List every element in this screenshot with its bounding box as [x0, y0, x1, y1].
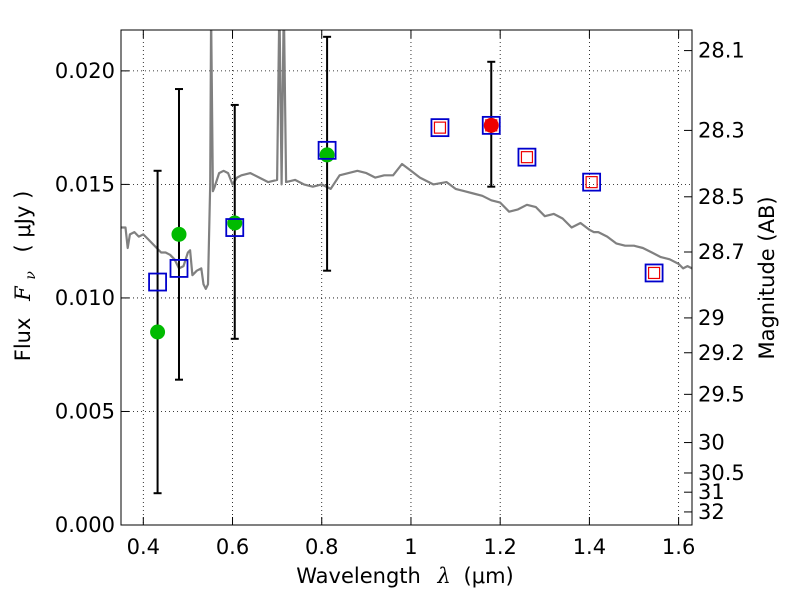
data-point-square-inner: [520, 151, 534, 164]
spectrum-and-points: [121, 30, 692, 495]
y-axis-label-text: Flux: [11, 318, 35, 362]
data-point-square-inner: [585, 176, 598, 189]
data-point-square: [148, 272, 167, 292]
x-tick-label: 0.8: [305, 535, 338, 559]
data-point-circle: [319, 147, 335, 163]
y-axis-label: Flux F ν ( μJy ): [11, 191, 40, 362]
y-tick-label: 0.020: [55, 59, 115, 83]
y-tick-label: 0.000: [55, 513, 115, 537]
y2-tick-label: 28.5: [698, 185, 745, 209]
data-point-square-inner: [647, 266, 661, 280]
y2-tick-label: 30: [698, 431, 725, 455]
y-tick-label: 0.010: [55, 286, 115, 310]
data-point-square: [481, 115, 501, 135]
y2-tick-label: 29.5: [698, 382, 745, 406]
x-axis-label: Wavelength λ (μm): [296, 564, 513, 588]
x-axis-label-text: Wavelength: [296, 564, 421, 588]
y2-tick-label: 29.2: [698, 341, 745, 365]
y2-tick-label: 29: [698, 306, 725, 330]
data-point-circle: [483, 117, 499, 133]
data-point-square: [317, 140, 337, 160]
grid-lines: [121, 30, 692, 526]
data-point-square: [582, 172, 602, 192]
y2-tick-label: 28.7: [698, 240, 745, 264]
x-tick-label: 1: [404, 535, 417, 559]
y2-tick-label: 28.1: [698, 39, 745, 63]
data-point-circle: [227, 215, 243, 231]
y-axis-label-subscript: ν: [23, 271, 39, 280]
y2-tick-label: 28.3: [698, 118, 745, 142]
y2-tick-label: 32: [698, 500, 725, 524]
data-point-square: [225, 218, 245, 237]
axis-ticks: 0.4 0.6 0.8 1 1.2 1.4 1.6 0.000 0.005 0.010 0.015 0…: [55, 30, 745, 559]
y2-tick-label: 30.5: [698, 461, 745, 485]
spectrum-line: [121, 30, 692, 290]
x-tick-label: 0.6: [216, 535, 249, 559]
x-tick-label: 1.4: [573, 535, 606, 559]
y2-tick-label: 31: [698, 480, 725, 504]
data-point-circle: [171, 226, 187, 242]
data-point-square-inner: [433, 121, 447, 134]
y-tick-label: 0.005: [55, 399, 115, 423]
data-point-square: [644, 263, 664, 283]
x-tick-label: 0.4: [127, 535, 160, 559]
y-axis-label-unit: ( μJy ): [11, 191, 35, 253]
y2-axis-label: Magnitude (AB): [755, 196, 779, 359]
x-tick-label: 1.6: [662, 535, 695, 559]
y-tick-label: 0.015: [55, 172, 115, 196]
data-point-square: [430, 118, 450, 138]
x-tick-label: 1.2: [483, 535, 516, 559]
plot-frame: [120, 29, 693, 526]
data-point-square-inner: [485, 119, 498, 132]
data-point-square: [169, 259, 189, 278]
y-axis-label-symbol: F: [11, 285, 35, 302]
data-point-circle: [150, 324, 166, 340]
x-axis-label-unit: (μm): [464, 564, 514, 588]
x-axis-label-symbol: λ: [437, 564, 451, 588]
data-point-square: [517, 147, 537, 167]
